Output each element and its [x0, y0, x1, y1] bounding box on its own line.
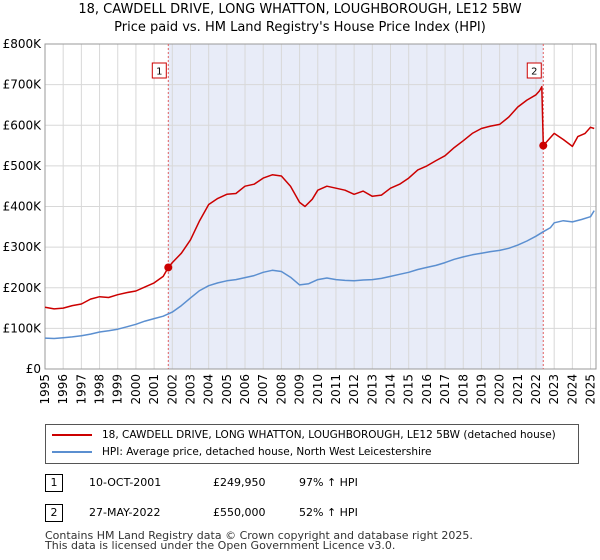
y-tick-label: £200K	[3, 281, 43, 295]
x-tick-label: 2005	[220, 374, 234, 405]
chart-legend: 18, CAWDELL DRIVE, LONG WHATTON, LOUGHBO…	[45, 424, 579, 464]
price-chart: £0 £100K £200K £300K £400K £500K £600K £700K £80…	[3, 37, 598, 405]
x-tick-label: 2000	[129, 374, 143, 405]
x-tick-label: 2016	[420, 374, 434, 405]
transaction-price-2: £550,000	[213, 506, 266, 519]
x-tick-label: 2015	[402, 374, 416, 405]
x-tick-label: 1995	[38, 374, 52, 405]
sale-point-1	[164, 263, 173, 272]
y-tick-label: £400K	[3, 200, 43, 214]
x-tick-label: 1999	[111, 374, 125, 405]
transaction-marker-2: 2	[45, 504, 63, 522]
y-tick-label: £300K	[3, 240, 43, 254]
transaction-row-2: 2 27-MAY-2022 £550,000 52% ↑ HPI	[45, 504, 585, 522]
x-tick-label: 2012	[347, 374, 361, 405]
legend-swatch-hpi	[52, 451, 92, 453]
transaction-marker-1: 1	[45, 474, 63, 492]
legend-label-property: 18, CAWDELL DRIVE, LONG WHATTON, LOUGHBO…	[102, 429, 556, 441]
transaction-date-1: 10-OCT-2001	[89, 476, 162, 489]
x-tick-label: 2017	[438, 374, 452, 405]
x-tick-label: 2020	[493, 374, 507, 405]
annotation-label-2: 2	[531, 67, 537, 78]
footer-attribution: Contains HM Land Registry data © Crown c…	[45, 529, 473, 552]
transaction-row-1: 1 10-OCT-2001 £249,950 97% ↑ HPI	[45, 474, 585, 492]
x-tick-label: 1997	[74, 374, 88, 405]
x-tick-label: 2004	[202, 374, 216, 405]
transaction-hpi-2: 52% ↑ HPI	[299, 506, 358, 519]
x-tick-label: 1996	[56, 374, 70, 405]
x-tick-label: 2001	[147, 374, 161, 405]
x-tick-label: 2007	[256, 374, 270, 405]
footer-line-2: This data is licensed under the Open Gov…	[45, 539, 396, 552]
footer-line-1: Contains HM Land Registry data © Crown c…	[45, 529, 473, 542]
y-tick-label: £0	[26, 362, 41, 376]
legend-swatch-property	[52, 434, 92, 436]
x-tick-label: 2014	[384, 374, 398, 405]
chart-title-line2: Price paid vs. HM Land Registry's House …	[114, 20, 486, 35]
plot-frame	[44, 43, 597, 370]
y-tick-label: £500K	[3, 159, 43, 173]
series-line-hpi	[44, 210, 595, 340]
sale-point-2	[539, 141, 548, 150]
y-tick-label: £800K	[3, 37, 43, 51]
annotation-label-1: 1	[156, 67, 162, 78]
x-tick-label: 2011	[329, 374, 343, 405]
chart-title-line1: 18, CAWDELL DRIVE, LONG WHATTON, LOUGHBO…	[78, 2, 522, 17]
x-tick-label: 2022	[529, 374, 543, 405]
x-tick-label: 2024	[565, 374, 579, 405]
x-tick-label: 1998	[93, 374, 107, 405]
annotation-box-1	[151, 62, 167, 79]
annotation-box-2	[526, 62, 542, 79]
x-tick-label: 2002	[165, 374, 179, 405]
transaction-date-2: 27-MAY-2022	[89, 506, 161, 519]
x-tick-label: 2003	[183, 374, 197, 405]
transaction-price-1: £249,950	[213, 476, 266, 489]
legend-item-hpi: HPI: Average price, detached house, Nort…	[52, 444, 431, 460]
y-tick-label: £600K	[3, 118, 43, 132]
x-tick-label: 2013	[365, 374, 379, 405]
x-tick-label: 2021	[511, 374, 525, 405]
x-tick-label: 2006	[238, 374, 252, 405]
x-tick-label: 2009	[293, 374, 307, 405]
y-tick-label: £700K	[3, 78, 43, 92]
transaction-hpi-1: 97% ↑ HPI	[299, 476, 358, 489]
x-tick-label: 2023	[547, 374, 561, 405]
series-line-property	[44, 85, 595, 310]
y-tick-label: £100K	[3, 321, 43, 335]
x-tick-label: 2010	[311, 374, 325, 405]
x-tick-label: 2018	[456, 374, 470, 405]
legend-label-hpi: HPI: Average price, detached house, Nort…	[102, 446, 432, 458]
legend-item-property: 18, CAWDELL DRIVE, LONG WHATTON, LOUGHBO…	[52, 427, 556, 443]
x-tick-label: 2019	[474, 374, 488, 405]
x-tick-label: 2008	[274, 374, 288, 405]
x-tick-label: 2025	[584, 374, 598, 405]
